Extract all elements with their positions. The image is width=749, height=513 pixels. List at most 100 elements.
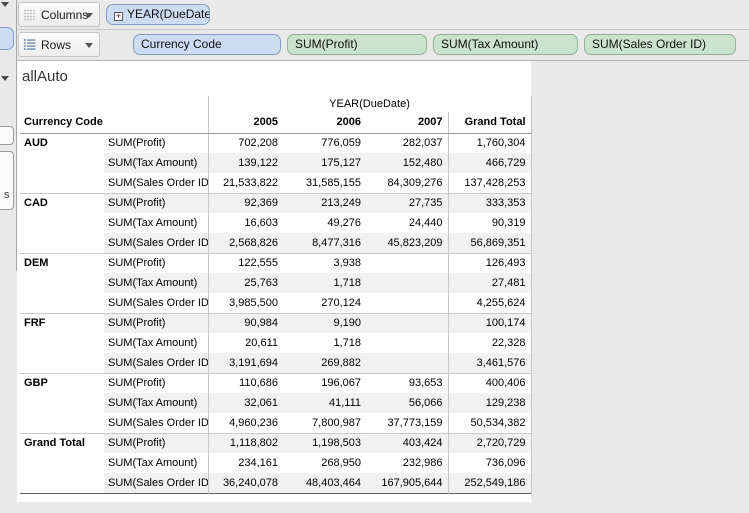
value-cell[interactable] <box>366 293 449 313</box>
value-cell[interactable]: 252,549,186 <box>448 473 532 493</box>
cutoff-card[interactable] <box>0 126 14 145</box>
value-cell[interactable]: 282,037 <box>366 133 449 153</box>
value-cell[interactable]: 167,905,644 <box>366 473 449 493</box>
value-cell[interactable]: 129,238 <box>448 393 532 413</box>
value-cell[interactable]: 25,763 <box>208 273 283 293</box>
value-cell[interactable]: 2,568,826 <box>208 233 283 253</box>
value-cell[interactable]: 466,729 <box>448 153 532 173</box>
measure-name-cell[interactable]: SUM(Sales Order ID) <box>104 353 209 373</box>
currency-header-grand-total[interactable]: Grand Total <box>20 432 104 493</box>
value-cell[interactable]: 3,191,694 <box>208 353 283 373</box>
value-cell[interactable]: 16,603 <box>244 217 278 229</box>
row-header-label[interactable]: Currency Code <box>20 112 209 134</box>
pill-currency-code[interactable]: Currency Code <box>133 34 281 55</box>
value-cell[interactable]: 36,240,078 <box>208 473 283 493</box>
cutoff-card[interactable]: s <box>0 151 14 210</box>
value-cell[interactable]: 3,985,500 <box>229 296 278 309</box>
year-header-2006[interactable]: 2006 <box>283 112 366 134</box>
measure-name-cell[interactable]: SUM(Sales Order ID) <box>104 233 209 253</box>
value-cell[interactable] <box>366 333 449 353</box>
measure-name-cell[interactable]: SUM(Tax Amount) <box>104 453 209 473</box>
value-cell[interactable]: 90,984 <box>208 312 283 333</box>
pill-sum-tax-amount[interactable]: SUM(Tax Amount) <box>433 34 578 55</box>
value-cell[interactable]: 41,111 <box>283 393 366 413</box>
pill-sum-sales-order-id[interactable]: SUM(Sales Order ID) <box>584 34 736 55</box>
measure-name-cell[interactable]: SUM(Sales Order ID) <box>104 413 209 433</box>
pill-sum-profit[interactable]: SUM(Profit) <box>287 34 427 55</box>
measure-name-cell[interactable]: SUM(Sales Order ID) <box>104 173 209 193</box>
value-cell[interactable]: 269,882 <box>283 353 366 373</box>
value-cell[interactable]: 152,480 <box>366 153 449 173</box>
value-cell[interactable] <box>366 353 449 373</box>
value-cell[interactable]: 90,319 <box>448 213 532 233</box>
value-cell[interactable]: 50,534,382 <box>448 413 532 433</box>
value-cell[interactable]: 92,369 <box>208 192 283 213</box>
measure-name-cell[interactable]: SUM(Tax Amount) <box>104 213 209 233</box>
measure-name-cell[interactable]: SUM(Tax Amount) <box>104 273 209 293</box>
chevron-down-icon[interactable] <box>1 76 9 81</box>
value-cell[interactable]: 22,328 <box>448 333 532 353</box>
value-cell[interactable]: 1,760,304 <box>448 133 532 153</box>
cutoff-dimension-pill[interactable] <box>0 27 14 50</box>
rows-shelf-caret-icon[interactable] <box>85 43 93 48</box>
grand-total-header[interactable]: Grand Total <box>448 112 532 134</box>
rows-shelf-label[interactable]: Rows <box>18 32 100 57</box>
value-cell[interactable]: 403,424 <box>366 432 449 453</box>
value-cell[interactable]: 27,735 <box>366 192 449 213</box>
measure-name-cell[interactable]: SUM(Tax Amount) <box>104 153 209 173</box>
value-cell[interactable]: 137,428,253 <box>448 173 532 193</box>
value-cell[interactable]: 93,653 <box>366 372 449 393</box>
measure-name-cell[interactable]: SUM(Profit) <box>104 133 209 153</box>
currency-header-cad[interactable]: CAD <box>20 192 104 253</box>
value-cell[interactable]: 3,938 <box>283 252 366 273</box>
value-cell[interactable]: 27,481 <box>448 273 532 293</box>
value-cell[interactable]: 702,208 <box>238 137 278 150</box>
columns-shelf-label[interactable]: Columns <box>18 2 100 27</box>
currency-header-frf[interactable]: FRF <box>20 312 104 373</box>
value-cell[interactable]: 270,124 <box>321 296 361 309</box>
currency-header-aud[interactable]: AUD <box>20 133 104 193</box>
value-cell[interactable]: 234,161 <box>238 457 278 469</box>
value-cell[interactable] <box>366 252 449 273</box>
value-cell[interactable]: 37,773,159 <box>366 413 449 433</box>
value-cell[interactable]: 736,096 <box>448 453 532 473</box>
measure-name-cell[interactable]: SUM(Profit) <box>104 252 209 273</box>
expand-plus-icon[interactable]: + <box>114 11 123 21</box>
value-cell[interactable]: 7,800,987 <box>312 416 361 429</box>
measure-name-cell[interactable]: SUM(Profit) <box>104 192 209 213</box>
value-cell[interactable]: 1,718 <box>333 337 361 349</box>
value-cell[interactable]: 20,611 <box>245 337 278 349</box>
measure-name-cell[interactable]: SUM(Tax Amount) <box>104 393 209 413</box>
value-cell[interactable]: 400,406 <box>448 372 532 393</box>
value-cell[interactable]: 100,174 <box>448 312 532 333</box>
value-cell[interactable] <box>366 312 449 333</box>
value-cell[interactable]: 333,353 <box>448 192 532 213</box>
value-cell[interactable]: 56,869,351 <box>448 233 532 253</box>
value-cell[interactable]: 139,122 <box>208 153 283 173</box>
value-cell[interactable]: 196,067 <box>283 372 366 393</box>
measure-name-cell[interactable]: SUM(Sales Order ID) <box>104 473 209 493</box>
value-cell[interactable]: 84,309,276 <box>366 173 449 193</box>
value-cell[interactable]: 9,190 <box>283 312 366 333</box>
measure-name-cell[interactable]: SUM(Profit) <box>104 432 209 453</box>
value-cell[interactable]: 8,477,316 <box>283 233 366 253</box>
currency-header-gbp[interactable]: GBP <box>20 372 104 433</box>
currency-header-dem[interactable]: DEM <box>20 252 104 313</box>
value-cell[interactable]: 1,118,802 <box>208 432 283 453</box>
measure-name-cell[interactable]: SUM(Profit) <box>104 312 209 333</box>
value-cell[interactable]: 1,198,503 <box>283 432 366 453</box>
measure-name-cell[interactable]: SUM(Tax Amount) <box>104 333 209 353</box>
measure-name-cell[interactable]: SUM(Profit) <box>104 372 209 393</box>
column-axis-label[interactable]: YEAR(DueDate) <box>207 96 532 112</box>
value-cell[interactable]: 49,276 <box>327 217 361 229</box>
value-cell[interactable]: 32,061 <box>208 393 283 413</box>
pill-year-duedate[interactable]: + YEAR(DueDate) <box>106 4 210 25</box>
value-cell[interactable]: 4,960,236 <box>229 416 278 429</box>
value-cell[interactable]: 776,059 <box>321 137 361 150</box>
value-cell[interactable]: 4,255,624 <box>448 293 532 313</box>
chevron-down-icon[interactable] <box>1 2 9 7</box>
value-cell[interactable]: 2,720,729 <box>448 432 532 453</box>
value-cell[interactable]: 175,127 <box>283 153 366 173</box>
value-cell[interactable]: 45,823,209 <box>366 233 449 253</box>
value-cell[interactable]: 21,533,822 <box>222 176 278 189</box>
